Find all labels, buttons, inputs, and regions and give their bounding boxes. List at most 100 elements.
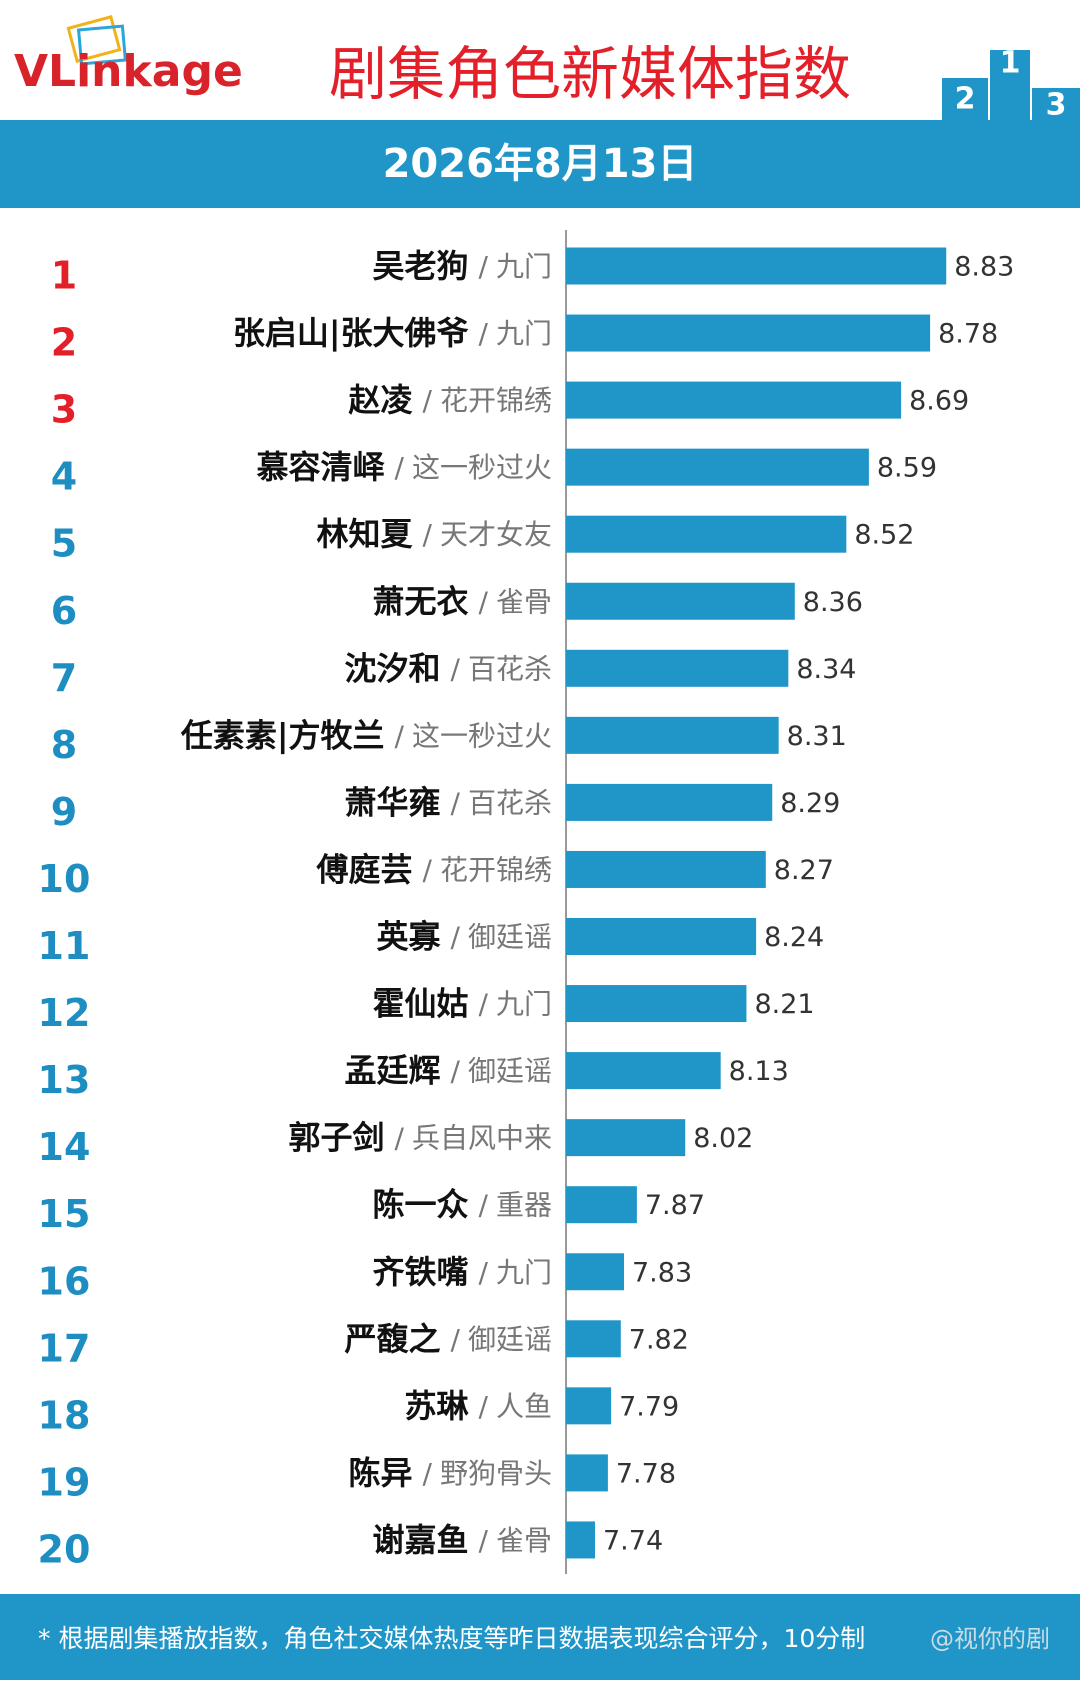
bar: [566, 1320, 621, 1358]
value-label: 7.83: [632, 1257, 692, 1288]
rank: 8: [51, 723, 77, 767]
logo: VLinkage: [14, 46, 243, 97]
separator: /: [395, 1122, 405, 1155]
bar: [566, 850, 766, 888]
bar: [566, 314, 931, 352]
podium-label: 2: [955, 82, 976, 117]
character-name: 陈异: [349, 1454, 413, 1492]
separator: /: [423, 1457, 433, 1490]
chart-title: 剧集角色新媒体指数: [329, 40, 851, 108]
separator: /: [451, 786, 461, 819]
bar: [566, 247, 947, 285]
value-label: 7.79: [619, 1391, 679, 1422]
show-name: 九门: [496, 988, 552, 1021]
character-name: 沈汐和: [345, 649, 441, 687]
bar: [566, 1052, 721, 1090]
footer-band: [0, 1594, 1080, 1680]
subtitle-band: [0, 120, 1080, 208]
rank: 2: [51, 321, 77, 365]
show-name: 花开锦绣: [440, 853, 552, 886]
value-label: 8.52: [854, 520, 914, 551]
value-label: 8.59: [877, 453, 937, 484]
character-name: 赵凌: [349, 381, 414, 419]
row-label: 严馥之 / 御廷谣: [345, 1320, 552, 1358]
value-label: 7.82: [629, 1324, 689, 1355]
rank: 12: [38, 991, 91, 1035]
separator: /: [395, 451, 405, 484]
rank: 14: [38, 1125, 91, 1169]
character-name: 张启山|张大佛爷: [233, 314, 469, 353]
rank: 5: [51, 522, 77, 566]
character-name: 林知夏: [317, 515, 414, 553]
character-name: 齐铁嘴: [373, 1253, 469, 1291]
podium-label: 3: [1046, 88, 1067, 123]
row-label: 萧无衣 / 雀骨: [373, 582, 552, 620]
logo-icon: [66, 15, 128, 66]
value-label: 8.31: [787, 721, 847, 752]
separator: /: [479, 1189, 489, 1222]
value-label: 8.34: [796, 654, 856, 685]
separator: /: [479, 1390, 489, 1423]
bar: [566, 1454, 608, 1492]
character-name: 慕容清峄: [257, 448, 386, 486]
character-name: 谢嘉鱼: [373, 1521, 469, 1559]
row-label: 吴老狗 / 九门: [373, 247, 552, 285]
value-label: 8.13: [729, 1056, 789, 1087]
value-label: 7.87: [645, 1190, 705, 1221]
row-label: 英寡 / 御廷谣: [377, 918, 552, 956]
bar: [566, 1521, 595, 1559]
row-label: 孟廷辉 / 御廷谣: [345, 1052, 552, 1090]
value-label: 8.69: [909, 386, 969, 417]
row-label: 傅庭芸 / 花开锦绣: [316, 850, 552, 888]
rank: 20: [38, 1527, 91, 1571]
show-name: 雀骨: [496, 1524, 552, 1557]
separator: /: [451, 1055, 461, 1088]
row-label: 任素素|方牧兰 / 这一秒过火: [181, 716, 552, 755]
separator: /: [423, 518, 433, 551]
bar: [566, 1253, 624, 1291]
separator: /: [451, 921, 461, 954]
rank: 4: [51, 455, 77, 499]
character-name: 霍仙姑: [373, 985, 469, 1023]
row-label: 林知夏 / 天才女友: [317, 515, 552, 553]
rank: 19: [38, 1460, 91, 1504]
separator: /: [479, 317, 489, 350]
rank: 9: [51, 790, 77, 834]
character-name: 陈一众: [373, 1186, 469, 1224]
value-label: 8.29: [780, 788, 840, 819]
rank: 7: [51, 656, 77, 700]
show-name: 这一秒过火: [412, 719, 552, 752]
rank: 3: [51, 388, 77, 432]
rank: 17: [38, 1326, 91, 1370]
rank: 10: [38, 857, 91, 901]
bar: [566, 1387, 612, 1425]
bar: [566, 381, 902, 419]
bar: [566, 985, 747, 1023]
separator: /: [451, 652, 461, 685]
bar: [566, 918, 757, 955]
rank: 13: [38, 1058, 91, 1102]
row-label: 慕容清峄 / 这一秒过火: [257, 448, 552, 486]
separator: /: [479, 250, 489, 283]
separator: /: [395, 719, 405, 752]
show-name: 天才女友: [440, 518, 552, 551]
row-label: 谢嘉鱼 / 雀骨: [373, 1521, 552, 1559]
row-label: 郭子剑 / 兵自风中来: [289, 1119, 552, 1157]
show-name: 人鱼: [496, 1390, 552, 1423]
value-label: 7.74: [603, 1525, 663, 1556]
row-label: 霍仙姑 / 九门: [373, 985, 552, 1023]
bar: [566, 649, 789, 687]
value-label: 8.24: [764, 922, 824, 953]
show-name: 百花杀: [468, 652, 552, 685]
character-name: 吴老狗: [373, 247, 469, 285]
footnote: * 根据剧集播放指数，角色社交媒体热度等昨日数据表现综合评分，10分制: [38, 1624, 865, 1653]
value-label: 8.36: [803, 587, 863, 618]
value-label: 8.21: [754, 989, 814, 1020]
row-label: 陈异 / 野狗骨头: [349, 1454, 552, 1492]
value-label: 8.78: [938, 319, 998, 350]
row-label: 陈一众 / 重器: [373, 1186, 552, 1224]
podium-icon: [942, 50, 1080, 120]
separator: /: [479, 585, 489, 618]
character-name: 严馥之: [345, 1320, 441, 1358]
row-label: 苏琳 / 人鱼: [405, 1387, 552, 1425]
